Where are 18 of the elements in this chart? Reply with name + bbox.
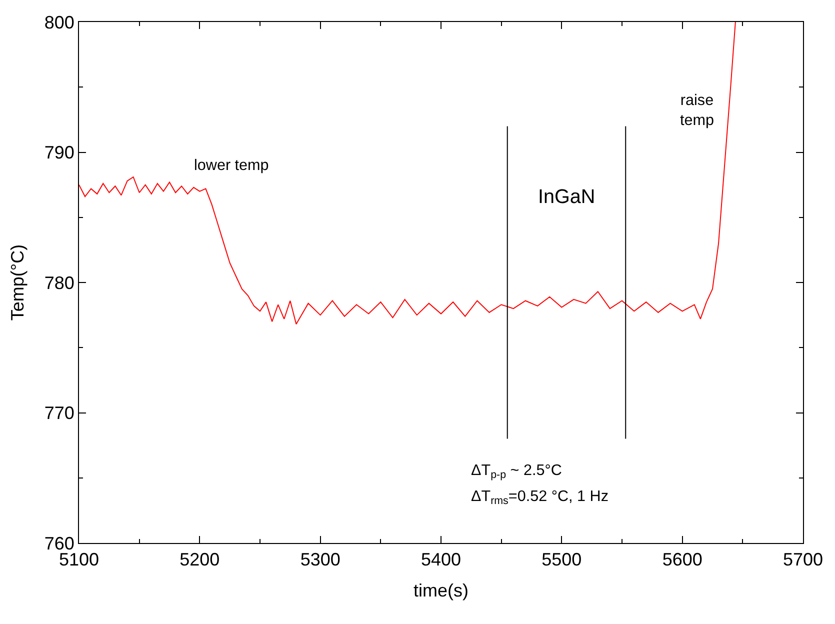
x-axis-title: time(s) <box>414 580 468 601</box>
y-tick-label: 800 <box>44 12 74 32</box>
x-tick-label: 5500 <box>542 550 582 570</box>
annotation: ΔT$_{rms}$=0.52 °C, 1 Hz <box>471 488 608 508</box>
annotation: raise temp <box>680 92 714 129</box>
annotation: InGaN <box>538 186 596 208</box>
y-tick-label: 770 <box>44 403 74 424</box>
annotation: ΔT$_{p-p}$ ~ 2.5°C <box>471 462 562 482</box>
y-tick-label: 780 <box>44 272 74 293</box>
y-axis-title: Temp(°C) <box>8 244 28 321</box>
x-tick-label: 5700 <box>782 550 824 570</box>
x-tick-label: 5300 <box>300 550 340 570</box>
line-series <box>79 22 736 325</box>
x-tick-label: 5200 <box>180 550 220 570</box>
annotation: lower temp <box>194 157 269 174</box>
y-tick-label: 790 <box>44 142 74 163</box>
x-tick-label: 5600 <box>662 550 702 570</box>
x-tick-label: 5400 <box>420 550 462 570</box>
